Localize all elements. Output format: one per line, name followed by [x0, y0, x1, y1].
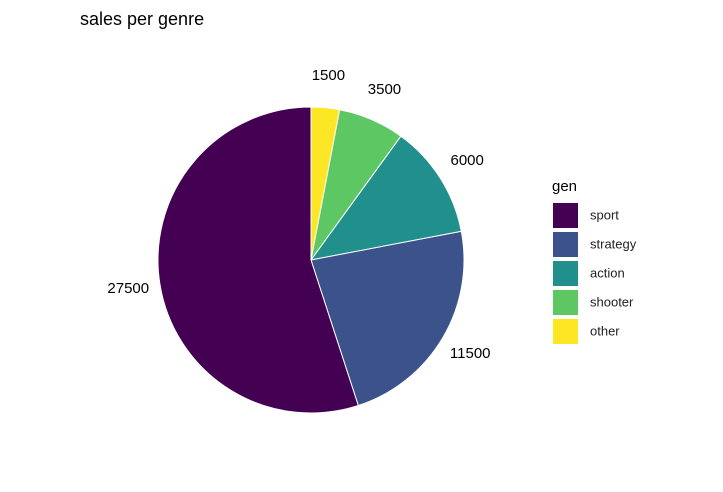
legend-label: strategy — [590, 236, 637, 251]
legend-title: gen — [552, 178, 577, 195]
value-label: 3500 — [368, 81, 401, 98]
value-label: 27500 — [107, 280, 149, 297]
legend-swatch — [553, 319, 578, 344]
value-label: 1500 — [312, 67, 345, 84]
legend-label: other — [590, 323, 620, 338]
pie-slice — [157, 106, 359, 414]
chart-title: sales per genre — [80, 9, 204, 29]
legend-label: sport — [590, 207, 619, 222]
legend-swatch — [553, 203, 578, 228]
legend-label: action — [590, 265, 625, 280]
legend-swatch — [553, 290, 578, 315]
value-label: 11500 — [450, 345, 491, 362]
legend-label: shooter — [590, 294, 634, 309]
value-label: 6000 — [451, 152, 484, 169]
legend-swatch — [553, 261, 578, 286]
pie-slice — [309, 135, 462, 261]
legend-swatch — [553, 232, 578, 257]
pie-slice — [310, 230, 465, 407]
